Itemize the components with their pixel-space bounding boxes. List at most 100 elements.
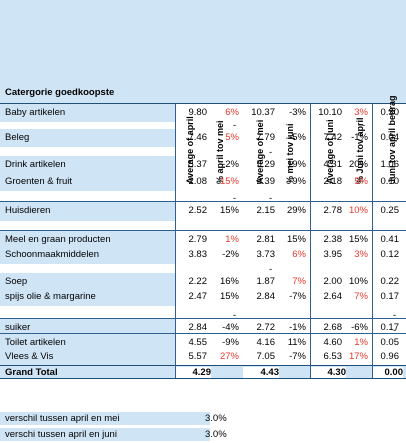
minus-sign: - (269, 147, 273, 158)
cell-pct-mei-juni: 29% (286, 205, 306, 216)
cell-avg-april: 4.55 (188, 337, 208, 348)
cell-avg-mei: 2.39 (256, 176, 276, 187)
cell-pct-april-mei: 5% (225, 132, 239, 143)
cell-avg-april: 9.80 (188, 107, 208, 118)
cell-pct-juni-april: -6% (351, 322, 368, 333)
minus-sign: - (233, 193, 237, 204)
cell-avg-mei: 2.72 (256, 322, 276, 333)
cell-pct-april-mei: 1% (225, 234, 239, 245)
table-row: Groenten & fruit 2.08 15% 2.39 -9% 2.18 5% 0.10 (0, 173, 406, 191)
col-header-avg-juni: Average of juni (325, 119, 335, 184)
table-header: Catergorie goedkoopste Average of april … (0, 0, 406, 184)
grand-total-april: 4.29 (175, 367, 211, 378)
note-april-juni: verschi tussen april en juni (0, 428, 210, 441)
row-label-band (0, 246, 175, 264)
grand-total-juni: 4.30 (310, 367, 346, 378)
col-header-pct-april-mei: % april tov mei (215, 120, 225, 184)
cell-avg-juni: 6.53 (323, 351, 343, 362)
cell-pct-mei-juni: -7% (289, 351, 306, 362)
cell-pct-april-mei: 27% (219, 351, 239, 362)
row-label: Huisdieren (5, 205, 51, 216)
cell-avg-juni: 4.31 (323, 159, 343, 170)
col-header-avg-mei: Average of mei (255, 119, 265, 184)
row-label-band (0, 288, 175, 306)
note-value: 3.0% (205, 413, 227, 424)
row-label: Drink artikelen (5, 159, 66, 170)
cell-pct-juni-april: 3% (354, 107, 368, 118)
minus-sign: - (393, 325, 397, 336)
note-label: verschil tussen april en mei (5, 413, 120, 424)
row-label: Beleg (5, 132, 30, 143)
row-label: Groenten & fruit (5, 176, 73, 187)
minus-sign: - (362, 120, 366, 131)
cell-pct-mei-juni: -9% (289, 176, 306, 187)
table-row: spijs olie & margarine 2.47 15% 2.84 -7% 2.64… (0, 288, 406, 306)
cell-avg-mei: 5.29 (256, 159, 276, 170)
cell-avg-mei: 2.84 (256, 291, 276, 302)
cell-bedrag: 0.30 (380, 107, 400, 118)
cell-pct-april-mei: 6% (225, 107, 239, 118)
cell-pct-mei-juni: -5% (289, 132, 306, 143)
cell-pct-mei-juni: -1% (289, 322, 306, 333)
cell-avg-juni: 2.18 (323, 176, 343, 187)
cell-pct-mei-juni: 7% (292, 276, 306, 287)
cell-avg-juni: 7.42 (323, 132, 343, 143)
cell-bedrag: 0.17 (380, 322, 400, 333)
cell-bedrag: 0.41 (380, 234, 400, 245)
cell-avg-mei: 7.05 (256, 351, 276, 362)
cell-pct-mei-juni: 11% (287, 337, 306, 348)
row-label-band (0, 129, 175, 147)
cell-pct-juni-april: 17% (348, 351, 368, 362)
cell-avg-juni: 2.00 (323, 276, 343, 287)
cell-avg-april: 5.57 (188, 351, 208, 362)
cell-pct-juni-april: 1% (354, 337, 368, 348)
cell-avg-april: 2.22 (188, 276, 208, 287)
table-row: suiker 2.84 -4% -2.72 -1% 2.68 -6% 0.17- (0, 310, 406, 336)
col-header-bedrag: Juni tov april bedrag (387, 95, 397, 184)
grand-total-mei: 4.43 (243, 367, 279, 378)
col-header-avg-april: Average of april (185, 116, 195, 184)
row-label-band (0, 173, 175, 191)
cell-bedrag: 0.25 (380, 205, 400, 216)
row-label-band (0, 319, 175, 336)
col-header-pct-mei-juni: % mei tov juni (285, 123, 295, 184)
cell-avg-juni: 3.95 (323, 249, 343, 260)
cell-avg-april: 3.83 (188, 249, 208, 260)
column-divider (175, 104, 176, 378)
cell-avg-juni: 2.78 (323, 205, 343, 216)
category-header: Catergorie goedkoopste (5, 87, 115, 98)
table-row: Drink artikelen 5.37 -2% 5.29- 19% 4.31 20% 1.0… (0, 147, 406, 174)
row-label: Baby artikelen (5, 107, 66, 118)
row-label-band (0, 202, 175, 221)
cell-avg-mei: 2.81 (256, 234, 276, 245)
cell-bedrag: 1.06 (380, 159, 400, 170)
cell-avg-mei: 3.73 (256, 249, 276, 260)
row-label-band (0, 273, 175, 291)
cell-pct-juni-april: 7% (354, 291, 368, 302)
row-label-band (0, 156, 175, 174)
cell-bedrag: 0.10 (380, 176, 400, 187)
cell-avg-april: 2.79 (188, 234, 208, 245)
note-label: verschi tussen april en juni (5, 429, 117, 440)
row-label-band (0, 348, 175, 366)
cell-pct-mei-juni: 19% (286, 159, 306, 170)
cell-pct-april-mei: 15% (219, 291, 239, 302)
cell-pct-juni-april: 3% (354, 249, 368, 260)
cell-pct-mei-juni: 6% (292, 249, 306, 260)
table-row: Baby artikelen 9.80 6% 10.37 -3% 10.10 3% 0.30 (0, 104, 406, 122)
cell-bedrag: 0.12 (380, 249, 400, 260)
cell-avg-juni: 2.68 (323, 322, 343, 333)
cell-avg-mei: 10.37 (251, 107, 275, 118)
cell-pct-juni-april: 5% (354, 176, 368, 187)
cell-pct-april-mei: 15% (219, 205, 239, 216)
cell-pct-april-mei: -9% (222, 337, 239, 348)
table-row: Soep 2.22 16% 1.87- 7% 2.00 10% 0.22 (0, 264, 406, 291)
cell-pct-april-mei: 16% (219, 276, 239, 287)
row-label-band (0, 231, 175, 248)
table-row: Beleg 7.46 5% -7.79 -5% 7.42 -1% -0.04 (0, 120, 406, 147)
cell-avg-mei: 4.16 (256, 337, 276, 348)
cell-bedrag: 0.04 (380, 132, 400, 143)
cell-pct-juni-april: 15% (348, 234, 368, 245)
row-label: spijs olie & margarine (5, 291, 96, 302)
cell-avg-april: 2.84 (188, 322, 208, 333)
